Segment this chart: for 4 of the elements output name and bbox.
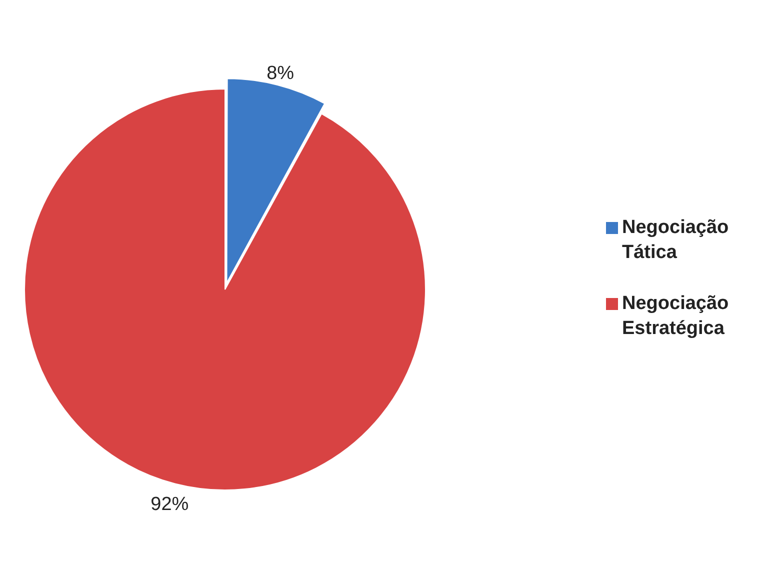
- data-label: 92%: [150, 494, 189, 516]
- data-label: 8%: [266, 63, 294, 84]
- legend-label: Negociação Estratégica: [622, 292, 730, 341]
- legend-label: Negociação Tática: [622, 216, 730, 265]
